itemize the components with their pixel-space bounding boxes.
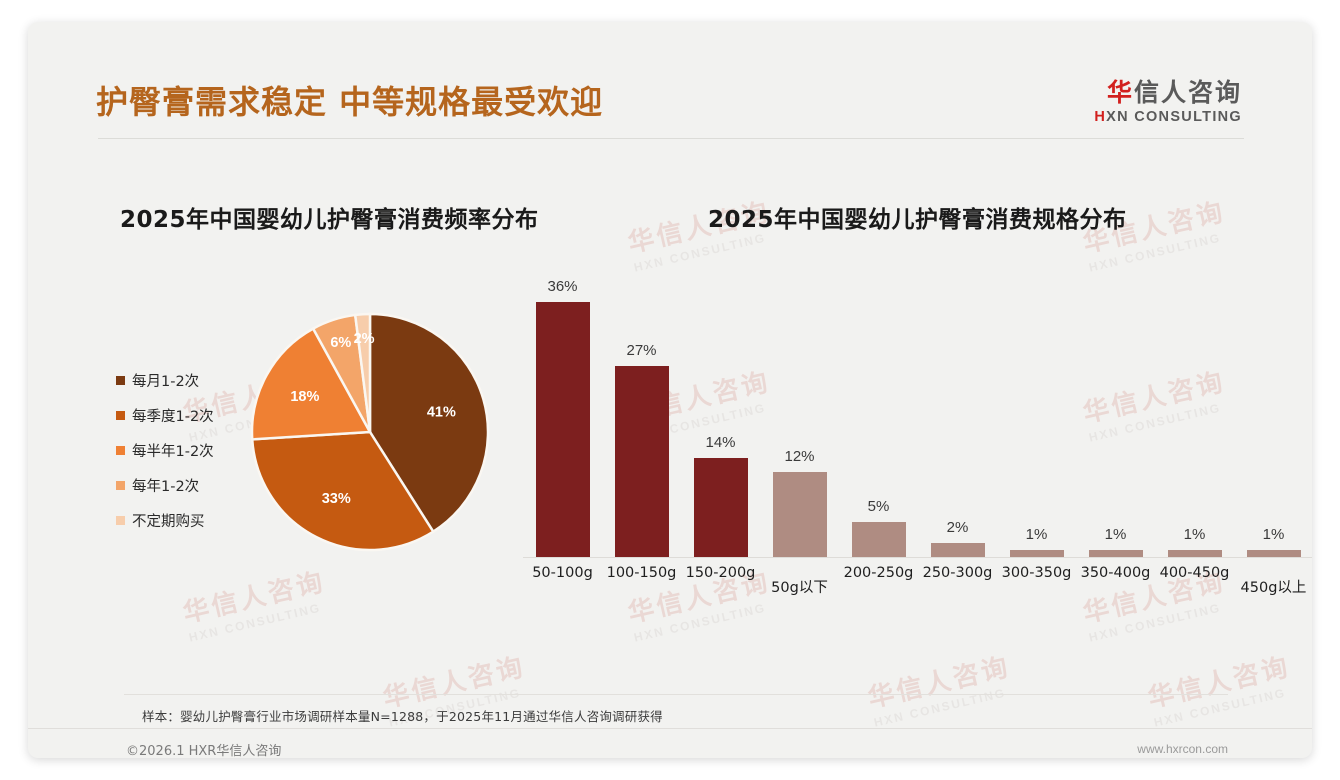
bar-category-label: 100-150g	[606, 565, 677, 581]
bar-column[interactable]: 14% 150-200g	[681, 280, 760, 581]
bar-value-label: 5%	[867, 497, 890, 515]
pie-slice-label: 6%	[330, 335, 351, 351]
legend-item-label: 每季度1-2次	[132, 409, 214, 425]
bar-value-label: 1%	[1104, 525, 1127, 543]
bar-value-label: 14%	[705, 433, 736, 451]
bar-category-label: 350-400g	[1080, 565, 1151, 581]
bar-rect[interactable]	[772, 472, 827, 557]
logo-chinese-rest: 信人咨询	[1133, 78, 1242, 107]
bar-rect[interactable]	[535, 302, 590, 557]
bar-column[interactable]: 5% 200-250g	[839, 280, 918, 581]
source-divider	[124, 694, 1228, 695]
pie-chart-svg: 41% 33% 18% 6% 2%	[250, 312, 490, 552]
title-divider	[98, 138, 1244, 139]
source-note: 样本：婴幼儿护臀膏行业市场调研样本量N=1288，于2025年11月通过华信人咨…	[142, 709, 663, 724]
bar-column[interactable]: 2% 250-300g	[918, 280, 997, 581]
pie-slice-label: 41%	[427, 404, 456, 420]
legend-item-label: 每半年1-2次	[132, 444, 214, 460]
legend-swatch-icon	[116, 446, 125, 455]
footer-divider	[28, 728, 1312, 729]
website-link[interactable]: www.hxrcon.com	[1137, 742, 1228, 756]
right-chart-title: 2025年中国婴幼儿护臀膏消费规格分布	[708, 207, 1127, 233]
logo-english-highlight: H	[1094, 109, 1107, 126]
legend-item[interactable]: 每年1-2次	[116, 468, 214, 503]
bar-rect[interactable]	[851, 521, 906, 557]
bar-value-label: 2%	[946, 518, 969, 536]
bar-rect[interactable]	[614, 365, 669, 557]
bar-rect[interactable]	[1088, 549, 1143, 557]
legend-item[interactable]: 每半年1-2次	[116, 433, 214, 468]
copyright-text: ©2026.1 HXR华信人咨询	[126, 744, 282, 758]
bar-chart-baseline	[523, 557, 1312, 558]
bar-category-label: 150-200g	[685, 565, 756, 581]
legend-item[interactable]: 每月1-2次	[116, 363, 214, 398]
pie-slice-label: 18%	[290, 389, 319, 405]
legend-swatch-icon	[116, 411, 125, 420]
legend-swatch-icon	[116, 516, 125, 525]
pie-chart: 41% 33% 18% 6% 2%	[250, 312, 490, 552]
slide-canvas: 华信人咨询 HXN CONSULTING 华信人咨询 HXN CONSULTING 华信…	[28, 22, 1312, 758]
legend-item[interactable]: 不定期购买	[116, 503, 214, 538]
bar-value-label: 1%	[1262, 525, 1285, 543]
bar-rect[interactable]	[1009, 549, 1064, 557]
legend-item-label: 每月1-2次	[132, 374, 200, 390]
bar-rect[interactable]	[930, 542, 985, 557]
bar-column[interactable]: 1% 350-400g	[1076, 280, 1155, 581]
bar-column[interactable]: 1% 400-450g	[1155, 280, 1234, 581]
bar-category-label: 50-100g	[532, 565, 593, 581]
bar-rect[interactable]	[1167, 549, 1222, 557]
legend-swatch-icon	[116, 481, 125, 490]
pie-slice-label: 33%	[322, 491, 351, 507]
bar-chart: 36% 50-100g 27% 100-150g 14% 150-200g 12% 50g以下…	[523, 278, 1312, 596]
bar-value-label: 1%	[1025, 525, 1048, 543]
left-chart-title: 2025年中国婴幼儿护臀膏消费频率分布	[120, 207, 539, 233]
bar-category-label: 400-450g	[1159, 565, 1230, 581]
logo-english: HXN CONSULTING	[1094, 109, 1242, 125]
legend-swatch-icon	[116, 376, 125, 385]
bar-column[interactable]: 27% 100-150g	[602, 280, 681, 581]
pie-slice[interactable]	[250, 326, 373, 441]
bar-category-label: 450g以上	[1240, 580, 1307, 596]
logo-english-rest: XN CONSULTING	[1106, 109, 1242, 126]
bar-column[interactable]: 1% 450g以上	[1234, 280, 1312, 596]
pie-legend: 每月1-2次 每季度1-2次 每半年1-2次 每年1-2次 不定期购买	[116, 363, 214, 538]
bar-value-label: 1%	[1183, 525, 1206, 543]
page-title: 护臀膏需求稳定 中等规格最受欢迎	[96, 83, 604, 121]
pie-slice[interactable]	[250, 430, 435, 552]
bar-column[interactable]: 1% 300-350g	[997, 280, 1076, 581]
logo-chinese: 华信人咨询	[1094, 78, 1242, 107]
brand-logo: 华信人咨询 HXN CONSULTING	[1094, 78, 1242, 125]
bar-category-label: 200-250g	[843, 565, 914, 581]
logo-chinese-highlight: 华	[1106, 78, 1134, 107]
bar-rect[interactable]	[1246, 549, 1301, 557]
bar-category-label: 300-350g	[1001, 565, 1072, 581]
legend-item-label: 不定期购买	[132, 514, 205, 530]
bar-value-label: 27%	[626, 341, 657, 359]
pie-slice[interactable]	[353, 312, 372, 433]
legend-item-label: 每年1-2次	[132, 479, 200, 495]
bar-column[interactable]: 12% 50g以下	[760, 280, 839, 596]
bar-column[interactable]: 36% 50-100g	[523, 278, 602, 581]
bar-category-label: 250-300g	[922, 565, 993, 581]
bar-category-label: 50g以下	[771, 580, 828, 596]
bar-rect[interactable]	[693, 457, 748, 557]
pie-slice-label: 2%	[354, 331, 375, 347]
bar-value-label: 12%	[784, 448, 815, 465]
legend-item[interactable]: 每季度1-2次	[116, 398, 214, 433]
bar-value-label: 36%	[547, 278, 578, 295]
